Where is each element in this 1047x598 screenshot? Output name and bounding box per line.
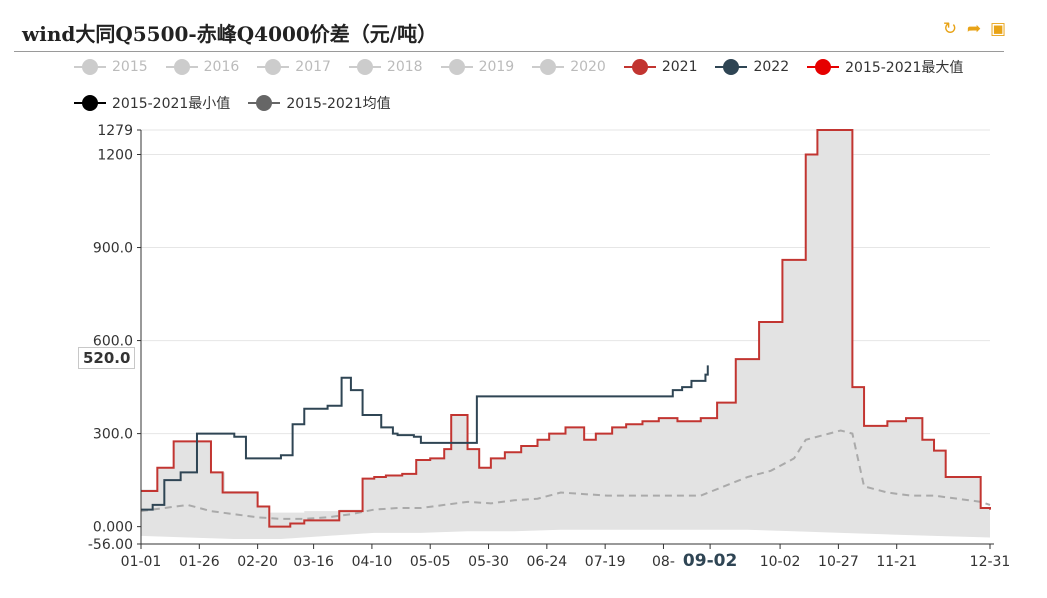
legend-item[interactable]: 2015 [74,56,148,78]
share-icon[interactable]: ➦ [966,19,982,39]
legend-marker-icon [74,95,106,111]
x-tick-label: 02-20 [237,554,278,570]
legend-item[interactable]: 2015-2021最大值 [807,56,963,78]
legend-marker-icon [623,59,656,75]
legend-marker-icon [257,59,290,75]
legend-label: 2020 [570,59,606,75]
legend-item[interactable]: 2020 [532,56,606,78]
x-tick-label: 01-01 [121,554,162,570]
legend-marker-icon [532,59,565,75]
series-line-2021 [141,129,991,528]
x-tick-label: 09-02 [683,551,737,571]
x-tick-label: 12-31 [970,554,1011,570]
legend-marker-icon [715,59,748,75]
legend-marker-icon [248,95,281,111]
title-divider [14,51,1004,52]
legend-marker-icon [348,59,381,75]
legend-marker-icon [74,59,106,75]
legend-label: 2016 [203,59,240,75]
legend-label: 2021 [661,59,698,75]
legend-label: 2022 [753,59,790,75]
x-tick-label: 05-05 [410,554,451,570]
axis-pointer-value: 520.0 [78,347,136,369]
chart-toolbar: ↻ ➦ ▣ [941,20,1007,38]
legend-label: 2017 [295,59,331,75]
legend-label: 2015 [112,59,148,75]
x-tick-label: 04-10 [352,554,393,570]
legend-label: 2015-2021均值 [286,96,391,112]
legend-item[interactable]: 2021 [623,56,698,78]
legend-label: 2019 [478,59,515,75]
x-tick-label: 10-02 [760,554,801,570]
y-tick-label: 600.0 [93,334,133,350]
legend-label: 2015-2021最大值 [845,60,964,76]
y-tick-label: 0.000 [93,520,133,536]
series-line-2022 [141,365,709,511]
chart-legend: 2015 2016 2017 2018 2019 2020 2021 2022 2015-202… [74,56,1004,114]
y-tick-label: -56.00 [88,537,133,553]
x-tick-label: 01-26 [179,554,220,570]
legend-item[interactable]: 2015-2021均值 [248,92,391,114]
x-tick-label: 08- [652,554,675,570]
legend-item[interactable]: 2015-2021最小值 [74,92,230,114]
x-tick-label: 11-21 [876,554,917,570]
y-tick-label: 900.0 [93,241,133,257]
legend-item[interactable]: 2022 [715,56,789,78]
x-tick-label: 07-19 [585,554,626,570]
legend-marker-icon [807,59,840,75]
y-tick-label: 1200 [97,147,133,163]
min-max-band [141,130,990,540]
legend-item[interactable]: 2016 [165,56,240,78]
x-tick-label: 05-30 [468,554,509,570]
save-image-icon[interactable]: ▣ [989,19,1007,39]
series-mean-line [140,429,991,520]
legend-label: 2018 [386,59,423,75]
legend-item[interactable]: 2017 [257,56,331,78]
legend-marker-icon [440,59,473,75]
legend-item[interactable]: 2018 [348,56,423,78]
x-tick-label: 03-16 [293,554,334,570]
refresh-icon[interactable]: ↻ [942,19,958,39]
x-tick-label: 06-24 [526,554,567,570]
y-tick-label: 300.0 [93,427,133,443]
legend-item[interactable]: 2019 [440,56,515,78]
y-tick-label: 1279 [97,123,133,139]
legend-label: 2015-2021最小值 [112,96,231,112]
chart-title: wind大同Q5500-赤峰Q4000价差（元/吨） [22,22,438,46]
legend-marker-icon [165,59,198,75]
x-tick-label: 10-27 [818,554,859,570]
